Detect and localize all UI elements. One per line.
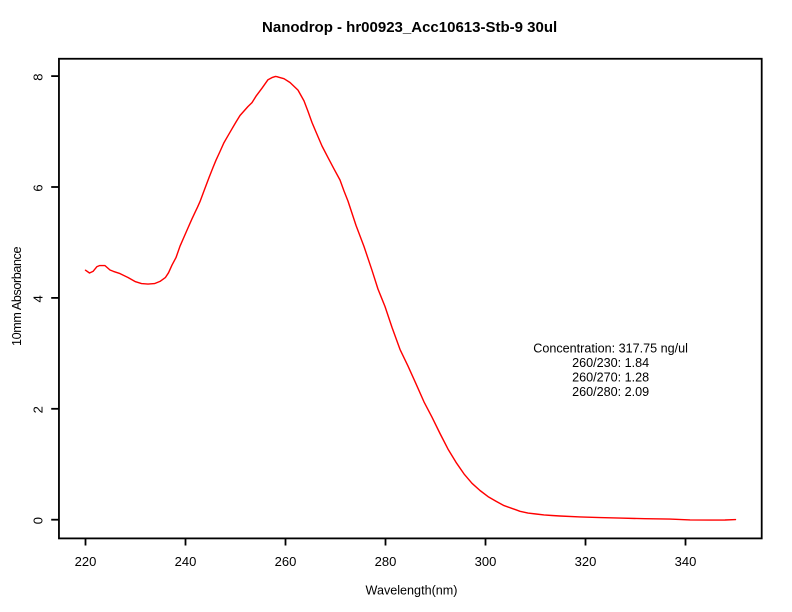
svg-text:6: 6 — [31, 184, 46, 191]
svg-text:280: 280 — [375, 554, 397, 569]
svg-text:8: 8 — [31, 73, 46, 80]
svg-text:Wavelength(nm): Wavelength(nm) — [366, 584, 458, 598]
svg-text:260/230: 1.84: 260/230: 1.84 — [572, 356, 649, 370]
svg-text:300: 300 — [475, 554, 497, 569]
svg-text:340: 340 — [675, 554, 697, 569]
svg-text:260/280: 2.09: 260/280: 2.09 — [572, 385, 649, 399]
svg-text:320: 320 — [575, 554, 597, 569]
svg-text:Nanodrop - hr00923_Acc10613-St: Nanodrop - hr00923_Acc10613-Stb-9 30ul — [262, 19, 557, 36]
svg-text:0: 0 — [31, 517, 46, 524]
svg-text:2: 2 — [31, 406, 46, 413]
svg-text:240: 240 — [175, 554, 197, 569]
svg-text:10mm Absorbance: 10mm Absorbance — [10, 247, 24, 346]
svg-text:260/270: 1.28: 260/270: 1.28 — [572, 370, 649, 384]
svg-text:4: 4 — [31, 295, 46, 302]
svg-text:260: 260 — [275, 554, 297, 569]
svg-text:220: 220 — [75, 554, 97, 569]
svg-text:Concentration: 317.75 ng/ul: Concentration: 317.75 ng/ul — [533, 341, 688, 355]
